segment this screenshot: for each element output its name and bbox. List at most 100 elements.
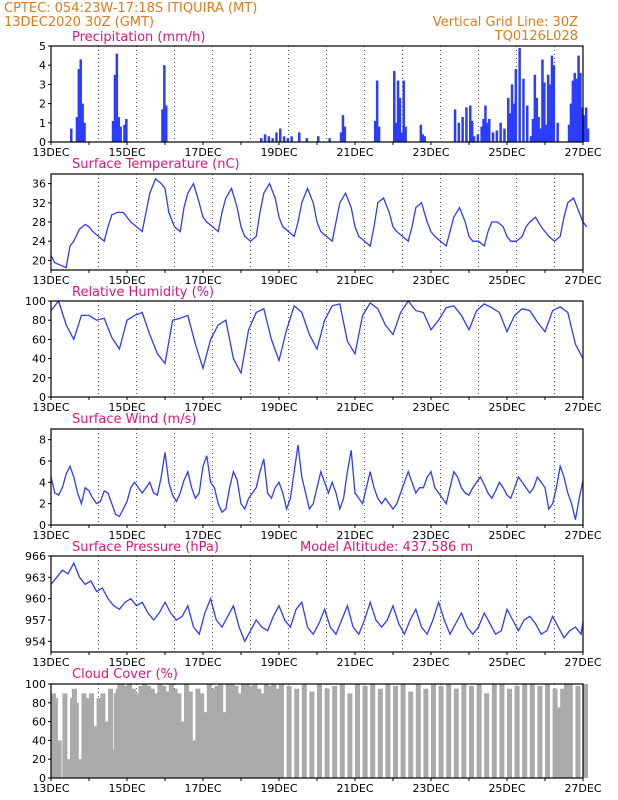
- precip-bar: [508, 113, 512, 142]
- cloud-cover-bar: [146, 685, 151, 778]
- pressure-ytick-label: 963: [25, 571, 46, 584]
- cloud-cover-bar: [309, 691, 315, 778]
- cloud-cover-bar: [453, 688, 459, 778]
- cloud-cover-bar: [567, 684, 573, 778]
- cloud-cover-ytick-label: 100: [25, 678, 46, 691]
- precip-bar: [111, 120, 115, 142]
- wind-frame: [50, 428, 584, 526]
- station-header: CPTEC: 054:23W-17:18S ITIQUIRA (MT): [4, 1, 257, 16]
- precip-bar: [461, 117, 464, 142]
- cloud-cover-bar: [81, 693, 87, 778]
- humidity-title: Relative Humidity (%): [72, 285, 214, 300]
- temperature-xtick-label: 25DEC: [488, 274, 525, 287]
- precip-bar: [486, 122, 489, 142]
- cloud-cover-ytick-label: 20: [32, 753, 46, 766]
- precip-bar: [579, 72, 582, 142]
- cloud-cover-bar: [187, 691, 193, 778]
- cloud-cover-bar: [157, 684, 163, 778]
- cloud-cover-bar: [153, 693, 159, 778]
- temperature-ytick-label: 20: [32, 254, 46, 267]
- precip-panel: 0 1 2 3 4 5 13DEC 15DEC 17DEC 19DEC 21DEC 23DEC 25DE…: [32, 40, 601, 159]
- pressure-xtick-label: 25DEC: [488, 656, 525, 669]
- precip-xtick-label: 25DEC: [488, 146, 525, 159]
- cloud-cover-bar: [161, 685, 167, 778]
- precip-bar: [400, 132, 404, 142]
- precip-bar: [286, 138, 290, 142]
- precip-ytick-label: 3: [39, 78, 46, 91]
- cloud-cover-ytick-label: 40: [32, 734, 46, 747]
- cloud-cover-bar: [123, 685, 129, 778]
- cloud-cover-bar: [408, 691, 414, 778]
- cloud-cover-bar: [355, 684, 360, 778]
- cloud-cover-bar: [210, 688, 216, 778]
- wind-xtick-label: 17DEC: [184, 529, 221, 542]
- wind-xtick-label: 13DEC: [32, 529, 69, 542]
- precip-bar: [507, 97, 510, 142]
- cloud-cover-bar: [469, 685, 474, 778]
- precip-bar: [263, 134, 267, 142]
- cloud-cover-ytick-label: 0: [39, 772, 46, 785]
- precip-bar: [541, 59, 544, 142]
- precip-bar: [573, 72, 576, 142]
- temperature-xtick-label: 15DEC: [108, 274, 145, 287]
- precip-bar: [482, 118, 485, 142]
- cloud-cover-bar: [96, 698, 102, 778]
- pressure-frame: [50, 555, 584, 653]
- wind-xtick-label: 15DEC: [108, 529, 145, 542]
- cloud-cover-bar: [52, 698, 58, 778]
- precip-bar: [537, 117, 540, 142]
- precip-bar: [499, 122, 502, 142]
- temperature-ytick-label: 28: [32, 216, 46, 229]
- cloud-cover-bar: [104, 721, 110, 778]
- precip-bar: [556, 122, 559, 142]
- cloud-cover-bar: [324, 688, 330, 778]
- pressure-xtick-label: 13DEC: [32, 656, 69, 669]
- humidity-ytick-label: 40: [32, 353, 46, 366]
- pressure-ytick-label: 954: [25, 635, 46, 648]
- precip-bar: [119, 126, 122, 142]
- humidity-xtick-label: 17DEC: [184, 401, 221, 414]
- pressure-xtick-label: 23DEC: [412, 656, 449, 669]
- wind-ytick-label: 8: [39, 434, 46, 447]
- cloud-cover-xtick-label: 25DEC: [488, 782, 525, 795]
- precip-bar: [491, 132, 495, 142]
- temperature-ytick-label: 24: [32, 235, 46, 248]
- precip-bar: [341, 115, 345, 142]
- precip-bar: [453, 109, 457, 142]
- cloud-cover-bar: [229, 684, 235, 778]
- cloud-cover-bar: [393, 685, 398, 778]
- cloud-cover-bar: [233, 685, 239, 778]
- humidity-xtick-label: 27DEC: [564, 401, 601, 414]
- precip-bar: [476, 134, 480, 142]
- cloud-cover-bar: [252, 684, 258, 778]
- cloud-cover-bar: [165, 691, 170, 778]
- cloud-cover-title: Cloud Cover (%): [72, 667, 178, 682]
- cloud-cover-bar: [279, 684, 284, 778]
- wind-ytick-label: 4: [39, 476, 46, 489]
- cloud-cover-bar: [423, 688, 429, 778]
- cloud-cover-bar: [362, 685, 368, 778]
- precip-xtick-label: 19DEC: [260, 146, 297, 159]
- cloud-cover-xtick-label: 15DEC: [108, 782, 145, 795]
- pressure-line: [50, 561, 584, 643]
- cloud-cover-bar: [203, 712, 208, 778]
- precip-bar: [503, 128, 506, 142]
- cloud-cover-bar: [317, 684, 322, 778]
- precip-bar: [581, 107, 584, 142]
- humidity-xtick-label: 19DEC: [260, 401, 297, 414]
- cloud-cover-bar: [260, 693, 265, 778]
- cloud-cover-bar: [476, 684, 482, 778]
- precip-bar: [260, 138, 263, 142]
- temperature-line: [50, 177, 588, 269]
- cloud-cover-bar: [583, 684, 588, 778]
- wind-panel: 0 2 4 6 8 13DEC 15DEC 17DEC 19DEC 21DEC 23DEC 25DEC…: [32, 428, 602, 542]
- cloud-cover-xtick-label: 23DEC: [412, 782, 449, 795]
- cloud-cover-bar: [237, 693, 243, 778]
- humidity-ytick-label: 100: [25, 295, 46, 308]
- cloud-cover-bar: [286, 685, 292, 778]
- cloud-cover-bar: [138, 685, 144, 778]
- cloud-cover-bar: [149, 688, 155, 778]
- precip-xtick-label: 23DEC: [412, 146, 449, 159]
- precip-bar: [470, 120, 474, 142]
- cloud-cover-bar: [142, 684, 148, 778]
